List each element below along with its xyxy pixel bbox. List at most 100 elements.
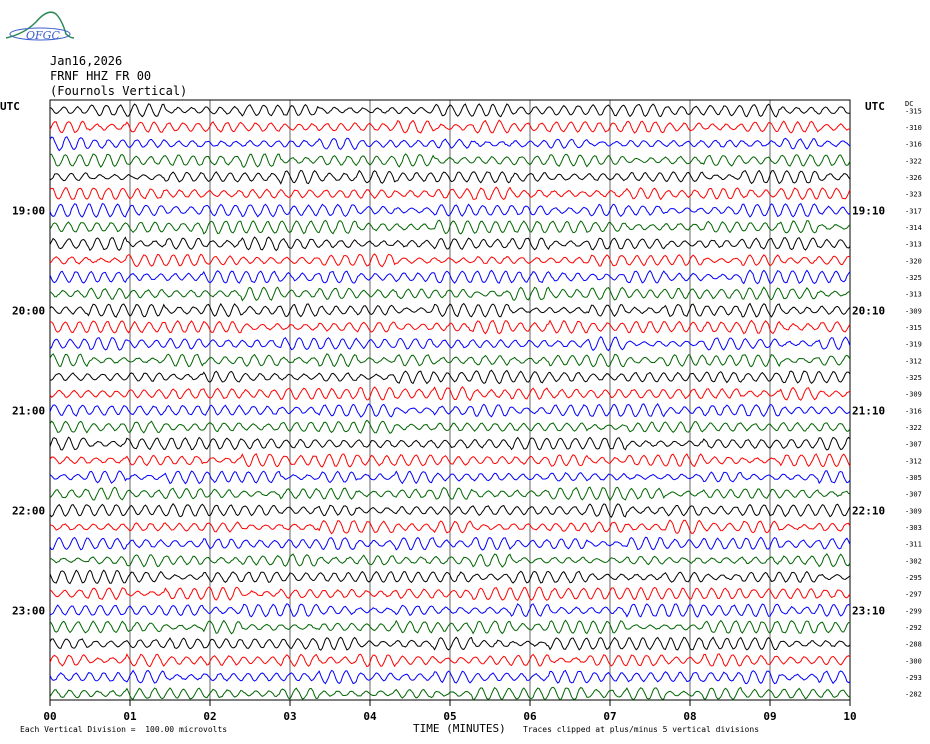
x-tick-label: 04 bbox=[363, 710, 377, 723]
seismic-trace bbox=[49, 186, 851, 201]
dc-offset-label: -316 bbox=[905, 141, 922, 149]
clip-note: Traces clipped at plus/minus 5 vertical … bbox=[523, 725, 760, 734]
seismic-trace bbox=[49, 553, 851, 568]
dc-offset-label: -300 bbox=[905, 657, 922, 665]
left-time-label: 21:00 bbox=[12, 404, 45, 417]
left-time-label: 19:00 bbox=[12, 204, 45, 217]
dc-offset-label: -316 bbox=[905, 407, 922, 415]
axis-labels: 00 01 02 03 04 05 06 07 08 09 10 -315 -310 -316 -322 -3… bbox=[12, 107, 922, 723]
right-time-label: 20:10 bbox=[852, 304, 885, 317]
seismic-trace bbox=[49, 219, 851, 235]
dc-offset-label: -315 bbox=[905, 324, 922, 332]
seismic-trace bbox=[49, 386, 851, 402]
x-tick-label: 06 bbox=[523, 710, 537, 723]
x-tick-label: 01 bbox=[123, 710, 137, 723]
dc-offset-label: -317 bbox=[905, 207, 922, 215]
dc-offset-label: -311 bbox=[905, 541, 922, 549]
right-time-label: 19:10 bbox=[852, 204, 885, 217]
seismic-trace bbox=[49, 470, 851, 485]
x-tick-label: 08 bbox=[683, 710, 696, 723]
dc-offset-label: -293 bbox=[905, 674, 922, 682]
x-tick-label: 00 bbox=[43, 710, 56, 723]
seismic-trace bbox=[49, 253, 851, 268]
seismic-trace bbox=[49, 686, 851, 701]
seismic-trace bbox=[49, 336, 851, 352]
seismic-trace bbox=[49, 586, 851, 601]
left-time-label: 20:00 bbox=[12, 304, 45, 317]
seismic-trace bbox=[49, 503, 851, 518]
x-tick-label: 10 bbox=[843, 710, 856, 723]
dc-label: DC bbox=[905, 100, 913, 108]
dc-offset-label: -307 bbox=[905, 491, 922, 499]
dc-offset-label: -310 bbox=[905, 124, 922, 132]
seismic-trace bbox=[49, 153, 851, 169]
seismic-trace bbox=[49, 603, 851, 618]
utc-right-label: UTC bbox=[865, 100, 885, 113]
seismic-trace bbox=[49, 619, 851, 635]
dc-offset-label: -309 bbox=[905, 391, 922, 399]
dc-offset-label: -326 bbox=[905, 174, 922, 182]
dc-offset-label: -282 bbox=[905, 691, 922, 699]
seismic-trace bbox=[49, 436, 851, 451]
seismic-trace bbox=[49, 519, 851, 535]
seismic-trace bbox=[49, 269, 851, 285]
header-location: (Fournols Vertical) bbox=[50, 84, 188, 98]
seismic-trace bbox=[49, 103, 851, 118]
seismic-trace bbox=[49, 453, 851, 468]
seismic-trace bbox=[49, 369, 851, 385]
left-time-label: 23:00 bbox=[12, 604, 45, 617]
seismic-trace bbox=[49, 202, 851, 218]
x-axis-title: TIME (MINUTES) bbox=[413, 722, 506, 735]
x-tick-label: 02 bbox=[203, 710, 216, 723]
dc-offset-label: -319 bbox=[905, 341, 922, 349]
dc-offset-label: -322 bbox=[905, 424, 922, 432]
seismic-trace bbox=[49, 536, 851, 551]
dc-offset-label: -325 bbox=[905, 374, 922, 382]
seismic-trace bbox=[49, 653, 851, 668]
right-time-label: 22:10 bbox=[852, 504, 885, 517]
seismic-trace bbox=[49, 353, 851, 368]
dc-offset-label: -312 bbox=[905, 457, 922, 465]
dc-offset-label: -309 bbox=[905, 507, 922, 515]
dc-offset-label: -292 bbox=[905, 624, 922, 632]
seismic-trace bbox=[49, 302, 851, 318]
dc-offset-label: -314 bbox=[905, 224, 922, 232]
seismic-trace bbox=[49, 169, 851, 185]
dc-offset-label: -320 bbox=[905, 257, 922, 265]
x-tick-label: 09 bbox=[763, 710, 776, 723]
seismic-trace bbox=[49, 419, 851, 434]
seismic-trace bbox=[49, 119, 851, 134]
seismic-trace bbox=[49, 636, 851, 651]
dc-offset-label: -309 bbox=[905, 307, 922, 315]
seismic-trace bbox=[49, 403, 851, 418]
dc-offset-label: -288 bbox=[905, 641, 922, 649]
right-time-label: 23:10 bbox=[852, 604, 885, 617]
logo-text: OFGC bbox=[26, 29, 60, 42]
ofgc-logo: OFGC bbox=[5, 11, 74, 42]
dc-offset-label: -295 bbox=[905, 574, 922, 582]
dc-offset-label: -305 bbox=[905, 474, 922, 482]
seismic-trace bbox=[49, 136, 851, 152]
seismic-trace bbox=[49, 319, 851, 335]
seismic-trace bbox=[49, 569, 851, 585]
dc-offset-label: -325 bbox=[905, 274, 922, 282]
dc-offset-label: -323 bbox=[905, 191, 922, 199]
seismic-trace bbox=[49, 236, 851, 252]
seismic-trace bbox=[49, 486, 851, 502]
dc-offset-label: -322 bbox=[905, 157, 922, 165]
dc-offset-label: -313 bbox=[905, 291, 922, 299]
trace-group bbox=[49, 103, 851, 701]
scale-note: Each Vertical Division = 100.00 microvol… bbox=[20, 725, 228, 734]
dc-offset-label: -312 bbox=[905, 357, 922, 365]
dc-offset-label: -313 bbox=[905, 241, 922, 249]
seismic-trace bbox=[49, 286, 851, 302]
x-tick-label: 05 bbox=[443, 710, 456, 723]
x-tick-label: 07 bbox=[603, 710, 616, 723]
dc-offset-label: -302 bbox=[905, 557, 922, 565]
right-time-label: 21:10 bbox=[852, 404, 885, 417]
utc-left-label: UTC bbox=[0, 100, 20, 113]
x-tick-label: 03 bbox=[283, 710, 296, 723]
dc-offset-label: -297 bbox=[905, 591, 922, 599]
seismic-trace bbox=[49, 669, 851, 685]
